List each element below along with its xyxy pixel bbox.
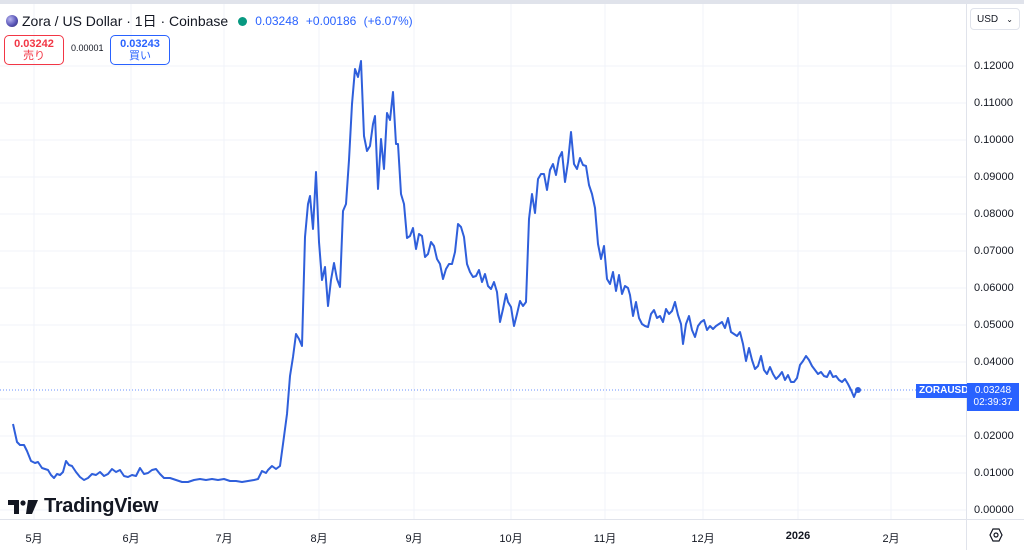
price-axis[interactable]: [966, 4, 1024, 519]
currency-select[interactable]: USD ⌄: [970, 8, 1020, 30]
y-tick: 0.10000: [974, 134, 1014, 146]
x-tick: 2026: [785, 530, 811, 542]
x-tick: 6月: [122, 533, 140, 545]
grid-lines: [0, 4, 966, 519]
buy-label: 買い: [129, 50, 151, 62]
buy-button[interactable]: 0.03243 買い: [110, 35, 170, 65]
x-tick: 9月: [405, 533, 423, 545]
chart-settings-button[interactable]: [966, 519, 1024, 550]
y-tick: 0.04000: [974, 356, 1014, 368]
price-chart: [0, 4, 966, 519]
chart-pane[interactable]: [0, 4, 966, 519]
price-line: [12, 60, 859, 483]
symbol-title: Zora / US Dollar · 1日 · Coinbase: [22, 13, 229, 29]
symbol-legend[interactable]: Zora / US Dollar · 1日 · Coinbase 0.03248…: [6, 11, 417, 31]
y-tick: 0.11000: [974, 97, 1013, 109]
market-status-icon: [238, 16, 248, 26]
y-tick: 0.05000: [974, 319, 1014, 331]
spread-value: 0.00001: [71, 43, 104, 53]
price-change: +0.00186: [305, 14, 357, 28]
x-tick: 12月: [691, 533, 715, 545]
x-tick: 10月: [499, 533, 523, 545]
x-tick: 5月: [25, 533, 43, 545]
x-tick: 8月: [310, 533, 328, 545]
quote-summary: 0.03248 +0.00186 (+6.07%): [255, 14, 417, 28]
y-tick: 0.09000: [974, 171, 1014, 183]
symbol-price-tag: ZORAUSD: [916, 384, 972, 398]
y-tick: 0.08000: [974, 208, 1014, 220]
top-border: [0, 0, 1024, 4]
y-tick: 0.00000: [974, 504, 1014, 516]
y-tick: 0.06000: [974, 282, 1014, 294]
tradingview-logo[interactable]: TradingView: [8, 495, 158, 518]
sell-label: 売り: [23, 50, 45, 62]
buy-price: 0.03243: [120, 38, 160, 50]
last-price-tag: 0.03248 02:39:37: [967, 383, 1019, 411]
y-tick: 0.07000: [974, 245, 1014, 257]
sell-button[interactable]: 0.03242 売り: [4, 35, 64, 65]
zora-coin-icon: [6, 15, 18, 27]
x-tick: 11月: [593, 533, 617, 545]
x-tick: 2月: [882, 533, 900, 545]
y-tick: 0.01000: [974, 467, 1014, 479]
tradingview-logo-icon: [8, 499, 38, 514]
last-price: 0.03248: [255, 14, 299, 28]
bar-countdown: 02:39:37: [973, 397, 1013, 408]
currency-value: USD: [977, 13, 999, 25]
price-change-pct: (+6.07%): [363, 14, 413, 28]
y-tick: 0.12000: [974, 60, 1014, 72]
last-price-tag-value: 0.03248: [974, 385, 1012, 396]
x-tick: 7月: [215, 533, 233, 545]
chevron-down-icon: ⌄: [1006, 14, 1013, 24]
sell-price: 0.03242: [14, 38, 54, 50]
logo-text: TradingView: [44, 495, 159, 517]
time-axis[interactable]: [0, 519, 966, 550]
settings-hexagon-icon: [989, 528, 1003, 542]
y-tick: 0.02000: [974, 430, 1014, 442]
last-price-dot: [855, 387, 861, 393]
